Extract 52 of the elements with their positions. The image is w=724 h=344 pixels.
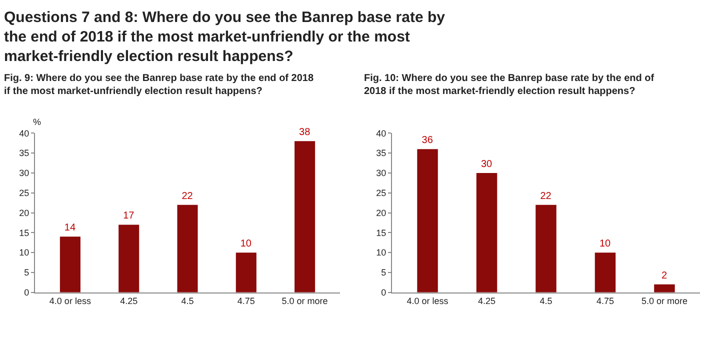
data-label: 2 [661, 270, 668, 282]
x-tick-label: 4.75 [237, 296, 255, 306]
y-tick-label: 5 [381, 268, 386, 278]
x-tick-label: 4.75 [596, 296, 614, 306]
chart-title: Questions 7 and 8: Where do you see the Banrep base rate by the end of 2018 if the most market-unfriendly or the most market-friendly election result happens? [4, 9, 446, 65]
data-label: 22 [540, 190, 552, 202]
y-tick-label: 40 [376, 128, 386, 138]
x-tick-label: 4.5 [540, 296, 552, 306]
x-tick-label: 5.0 or more [641, 296, 688, 306]
chart-subtitle: Fig. 9: Where do you see the Banrep base rate by the end of 2018 if the most market-unfriendly election result happens? [4, 73, 314, 97]
y-tick-label: 15 [19, 228, 30, 238]
x-tick-label: 4.0 or less [49, 296, 92, 306]
bar [417, 149, 438, 292]
bar [118, 224, 140, 292]
y-tick-label: 25 [376, 188, 386, 198]
x-tick-label: 4.5 [181, 296, 194, 306]
y-tick-label: 30 [376, 168, 386, 178]
bar [236, 252, 256, 292]
bar [536, 204, 556, 292]
x-tick-label: 5.0 or more [282, 296, 328, 306]
data-label: 38 [299, 127, 311, 138]
y-tick-label: 40 [19, 128, 30, 138]
y-tick-label: 20 [19, 208, 30, 218]
bar [60, 236, 80, 292]
data-label: 22 [182, 190, 194, 202]
y-tick-label: 10 [376, 248, 386, 258]
y-tick-label: 15 [376, 228, 386, 238]
data-label: 10 [240, 238, 252, 250]
data-label: 30 [480, 158, 493, 170]
x-tick-label: 4.25 [478, 296, 496, 306]
bar [294, 141, 316, 292]
bar [594, 252, 616, 292]
data-label: 36 [422, 135, 434, 146]
bar [476, 172, 498, 292]
bar [654, 284, 675, 292]
y-tick-label: 35 [19, 148, 30, 158]
y-tick-label: 20 [376, 208, 386, 218]
y-tick-label: 25 [19, 188, 30, 198]
data-label: 17 [123, 210, 135, 222]
y-axis-title: % [33, 117, 42, 127]
y-tick-label: 30 [19, 168, 30, 178]
y-tick-label: 5 [24, 268, 30, 278]
y-tick-label: 0 [381, 288, 386, 298]
data-label: 14 [64, 222, 76, 234]
y-tick-label: 35 [376, 148, 386, 158]
bar [177, 204, 198, 292]
y-tick-label: 0 [24, 288, 30, 298]
x-tick-label: 4.0 or less [406, 296, 449, 306]
x-tick-label: 4.25 [120, 296, 138, 306]
chart-title: Fig. 10: Where do you see the Banrep base rate by the end of 2018 if the most market-friendly election result happens? [364, 73, 655, 97]
data-label: 10 [599, 238, 612, 250]
y-tick-label: 10 [19, 248, 30, 258]
